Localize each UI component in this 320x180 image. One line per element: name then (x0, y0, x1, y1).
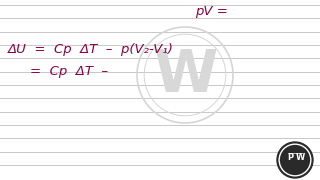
Text: pV =: pV = (195, 6, 228, 19)
Text: P: P (287, 154, 293, 163)
Text: =  Cp  ΔT  –: = Cp ΔT – (30, 66, 108, 78)
Text: ΔU  =  Cp  ΔT  –  p(V₂-V₁): ΔU = Cp ΔT – p(V₂-V₁) (8, 44, 174, 57)
Circle shape (277, 142, 313, 178)
Text: W: W (296, 154, 305, 163)
Text: W: W (153, 46, 217, 103)
